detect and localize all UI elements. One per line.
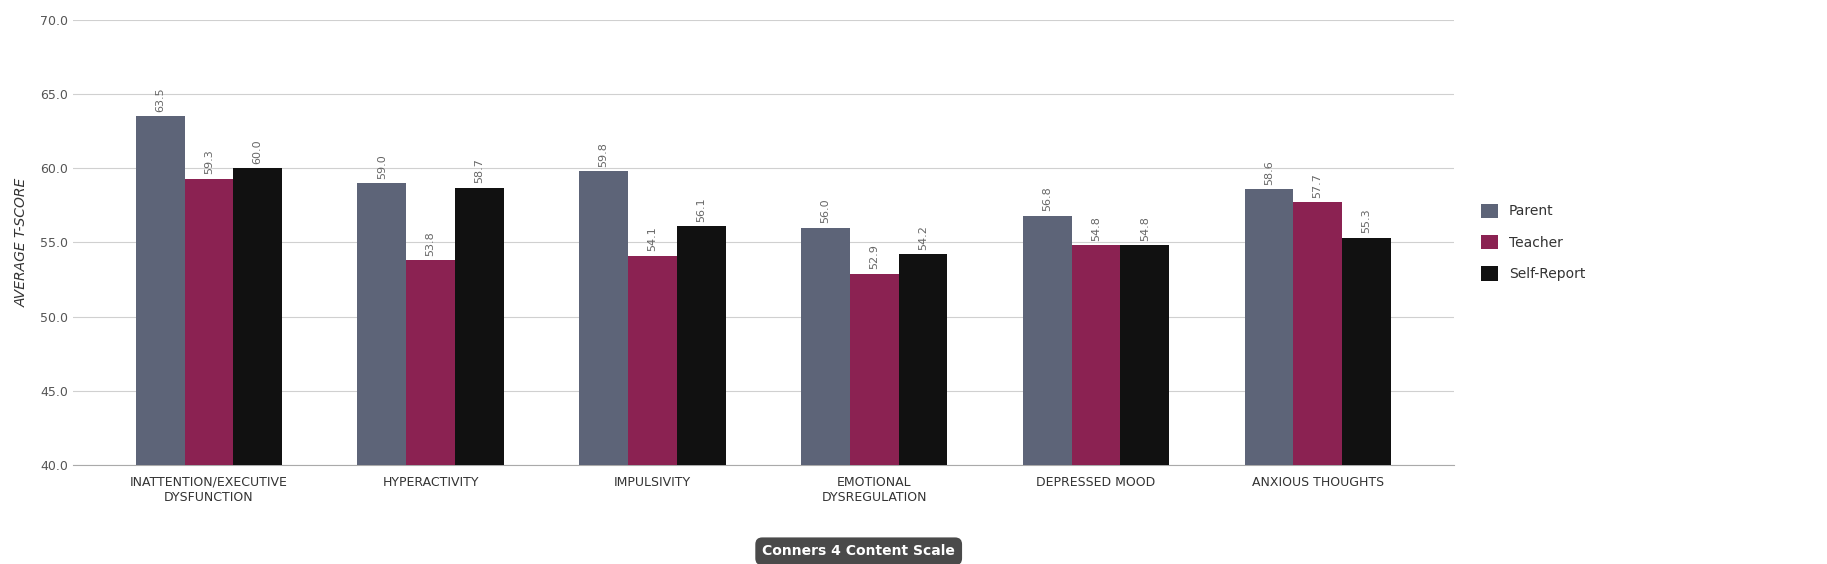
Text: 56.8: 56.8	[1041, 187, 1052, 212]
Bar	[850, 274, 899, 564]
Text: 54.1: 54.1	[647, 227, 658, 252]
Bar	[899, 254, 948, 564]
Bar	[185, 179, 234, 564]
Text: 63.5: 63.5	[155, 87, 164, 112]
Legend: Parent, Teacher, Self-Report: Parent, Teacher, Self-Report	[1474, 197, 1593, 288]
Bar	[406, 260, 455, 564]
Text: 52.9: 52.9	[870, 244, 879, 269]
Bar	[1294, 202, 1343, 564]
Text: 53.8: 53.8	[426, 231, 435, 255]
Text: 56.0: 56.0	[820, 199, 831, 223]
Y-axis label: AVERAGE T-SCORE: AVERAGE T-SCORE	[15, 178, 29, 307]
Bar	[1343, 238, 1390, 564]
Text: 54.8: 54.8	[1091, 216, 1102, 241]
Text: 56.1: 56.1	[696, 197, 707, 222]
Bar	[455, 187, 504, 564]
Text: 60.0: 60.0	[252, 139, 263, 164]
Bar	[1244, 189, 1294, 564]
Bar	[1120, 245, 1169, 564]
Text: 57.7: 57.7	[1312, 173, 1323, 198]
Bar	[676, 226, 725, 564]
Text: 55.3: 55.3	[1361, 209, 1372, 233]
Bar	[800, 227, 850, 564]
Text: 58.7: 58.7	[475, 158, 484, 183]
Bar	[628, 255, 676, 564]
Text: 54.8: 54.8	[1140, 216, 1149, 241]
Bar	[135, 116, 185, 564]
Text: 58.6: 58.6	[1264, 160, 1273, 184]
Bar	[1071, 245, 1120, 564]
Bar	[579, 171, 628, 564]
Text: 59.3: 59.3	[205, 149, 214, 174]
Bar	[1023, 215, 1071, 564]
Bar	[358, 183, 406, 564]
Text: 54.2: 54.2	[917, 225, 928, 250]
Bar	[234, 168, 281, 564]
Text: 59.8: 59.8	[599, 142, 608, 167]
Text: 59.0: 59.0	[376, 154, 387, 179]
Text: Conners 4 Content Scale: Conners 4 Content Scale	[762, 544, 956, 558]
